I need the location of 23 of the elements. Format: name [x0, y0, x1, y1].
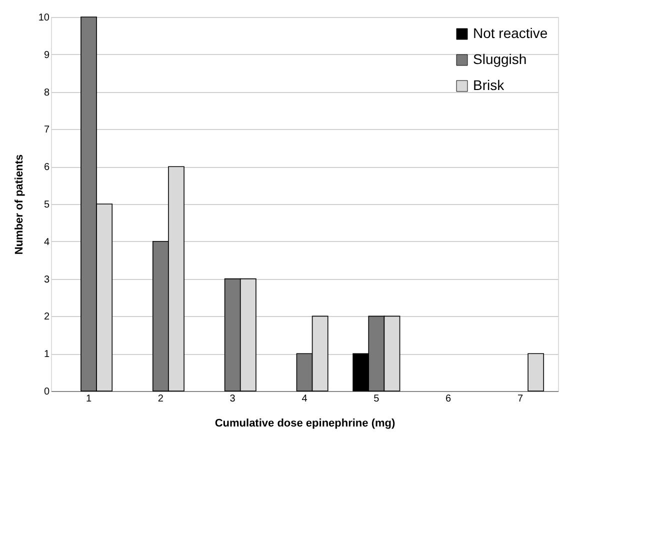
y-axis-title: Number of patients	[13, 154, 26, 255]
y-tick-label: 6	[44, 162, 50, 174]
y-tick-label: 8	[44, 87, 50, 98]
y-tick-label: 5	[44, 200, 50, 210]
y-tick-label: 1	[44, 349, 50, 360]
legend-label: Sluggish	[473, 51, 527, 67]
y-tick-label: 3	[44, 274, 50, 286]
y-tick-label: 4	[44, 236, 50, 248]
x-tick-label: 1	[86, 394, 92, 404]
y-tick-label: 2	[44, 312, 50, 323]
x-tick-label: 3	[230, 394, 236, 404]
x-axis-title: Cumulative dose epinephrine (mg)	[214, 418, 396, 430]
x-tick-label: 5	[374, 394, 380, 404]
legend-label: Not reactive	[473, 25, 548, 41]
legend-label: Brisk	[473, 77, 506, 93]
y-tick-label: 7	[44, 124, 50, 136]
y-tick-label: 9	[44, 50, 50, 61]
x-tick-label: 7	[517, 394, 524, 404]
y-tick-label: 0	[44, 386, 50, 398]
x-tick-label: 2	[158, 394, 164, 404]
x-tick-label: 6	[446, 394, 452, 404]
x-tick-label: 4	[302, 394, 308, 404]
y-tick-label: 10	[38, 12, 50, 24]
